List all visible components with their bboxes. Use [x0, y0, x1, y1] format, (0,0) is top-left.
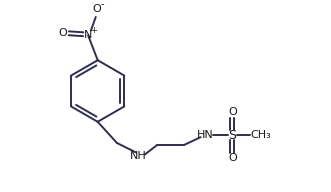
Text: O: O — [228, 153, 237, 163]
Text: O: O — [59, 28, 68, 38]
Text: N: N — [84, 30, 92, 40]
Text: O: O — [92, 4, 101, 14]
Text: O: O — [228, 107, 237, 117]
Text: S: S — [228, 129, 236, 142]
Text: -: - — [101, 0, 104, 9]
Text: HN: HN — [197, 130, 214, 140]
Text: NH: NH — [130, 151, 146, 161]
Text: CH₃: CH₃ — [251, 130, 272, 140]
Text: +: + — [90, 26, 97, 35]
